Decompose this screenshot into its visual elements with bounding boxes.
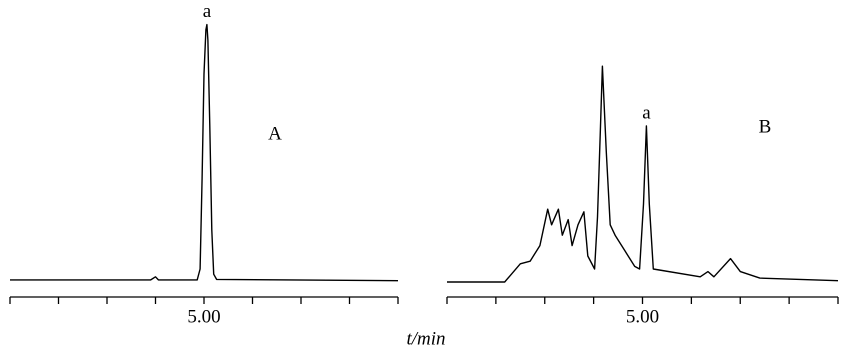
x-tick-label: 5.00 [626,306,659,327]
chromatogram-trace [447,65,839,283]
x-tick-label: 5.00 [187,306,220,327]
panel-label: B [759,116,772,137]
panel-label: A [268,123,282,144]
peak-label: a [642,102,651,123]
x-axis-label: t/min [406,328,445,349]
chromatogram-trace [10,23,399,282]
peak-label: a [203,1,212,22]
